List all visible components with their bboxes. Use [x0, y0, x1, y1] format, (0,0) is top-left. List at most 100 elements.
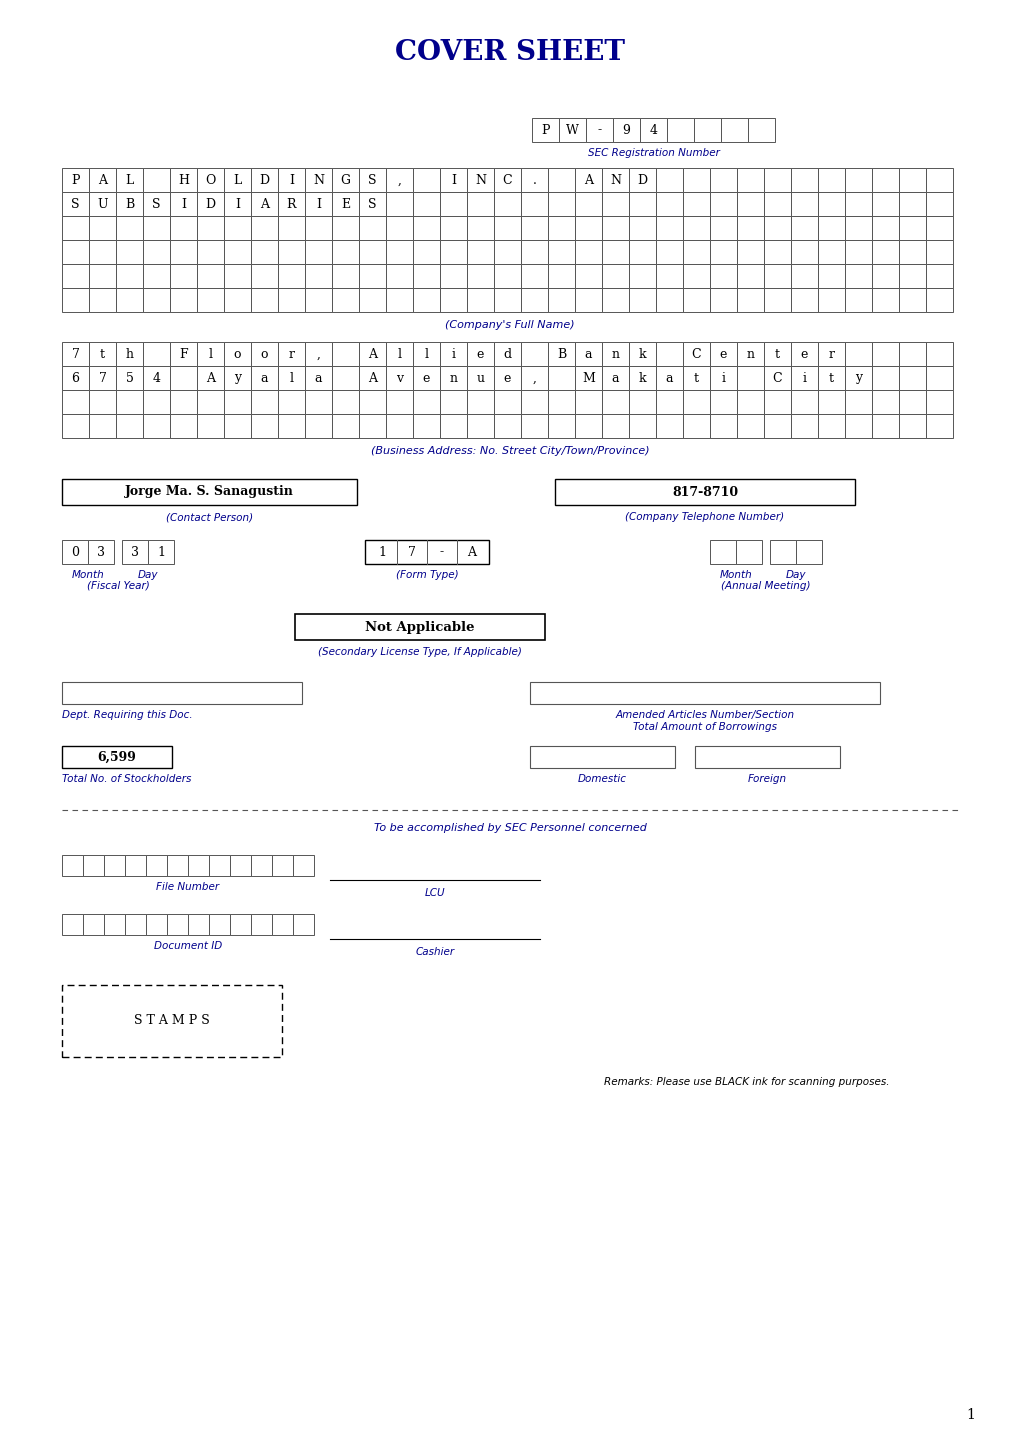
- Bar: [601, 389, 629, 414]
- Bar: [817, 192, 844, 216]
- Bar: [683, 216, 709, 239]
- Bar: [467, 216, 493, 239]
- Bar: [229, 855, 251, 875]
- Bar: [278, 216, 305, 239]
- Bar: [737, 288, 763, 311]
- Bar: [493, 288, 521, 311]
- Bar: [898, 288, 925, 311]
- Bar: [530, 682, 879, 704]
- Text: I: I: [180, 198, 185, 211]
- Text: l: l: [397, 348, 401, 360]
- Bar: [575, 216, 601, 239]
- Text: a: a: [315, 372, 322, 385]
- Bar: [224, 366, 251, 389]
- Bar: [170, 216, 197, 239]
- Bar: [89, 389, 116, 414]
- Bar: [547, 366, 575, 389]
- Text: Day: Day: [138, 570, 158, 580]
- Bar: [575, 342, 601, 366]
- Bar: [871, 342, 898, 366]
- Bar: [558, 118, 586, 141]
- Text: 7: 7: [99, 372, 106, 385]
- Bar: [790, 288, 817, 311]
- Bar: [62, 914, 83, 934]
- Bar: [521, 366, 547, 389]
- Bar: [925, 264, 952, 288]
- Bar: [305, 366, 331, 389]
- Text: I: I: [234, 198, 239, 211]
- Bar: [547, 192, 575, 216]
- Text: S T A M P S: S T A M P S: [133, 1015, 210, 1028]
- Text: Domestic: Domestic: [578, 774, 627, 784]
- Text: A: A: [260, 198, 269, 211]
- Bar: [763, 389, 790, 414]
- Text: ,: ,: [397, 173, 401, 186]
- Bar: [655, 264, 683, 288]
- Bar: [817, 288, 844, 311]
- Bar: [116, 288, 143, 311]
- Bar: [365, 539, 488, 564]
- Bar: [554, 479, 854, 505]
- Bar: [790, 169, 817, 192]
- Text: Not Applicable: Not Applicable: [365, 620, 474, 633]
- Bar: [547, 239, 575, 264]
- Bar: [224, 169, 251, 192]
- Bar: [547, 389, 575, 414]
- Bar: [170, 288, 197, 311]
- Bar: [737, 342, 763, 366]
- Bar: [694, 746, 840, 769]
- Bar: [62, 855, 83, 875]
- Bar: [305, 169, 331, 192]
- Bar: [292, 855, 314, 875]
- Bar: [439, 389, 467, 414]
- Bar: [331, 169, 359, 192]
- Bar: [170, 169, 197, 192]
- Bar: [359, 288, 385, 311]
- Bar: [737, 366, 763, 389]
- Bar: [790, 216, 817, 239]
- Bar: [170, 342, 197, 366]
- Text: n: n: [746, 348, 754, 360]
- Bar: [385, 288, 413, 311]
- Bar: [439, 414, 467, 438]
- Bar: [521, 192, 547, 216]
- Bar: [331, 192, 359, 216]
- Text: Remarks: Please use BLACK ink for scanning purposes.: Remarks: Please use BLACK ink for scanni…: [604, 1077, 890, 1087]
- Bar: [763, 239, 790, 264]
- Text: t: t: [774, 348, 780, 360]
- Bar: [89, 192, 116, 216]
- Text: (Company Telephone Number): (Company Telephone Number): [625, 512, 784, 522]
- Text: P: P: [71, 173, 79, 186]
- Text: i: i: [720, 372, 725, 385]
- Text: 7: 7: [71, 348, 79, 360]
- Bar: [251, 192, 278, 216]
- Bar: [521, 216, 547, 239]
- Text: (Company's Full Name): (Company's Full Name): [444, 320, 575, 330]
- Bar: [737, 169, 763, 192]
- Bar: [683, 264, 709, 288]
- Bar: [709, 169, 737, 192]
- Bar: [925, 342, 952, 366]
- Bar: [305, 342, 331, 366]
- Bar: [655, 288, 683, 311]
- Text: Total Amount of Borrowings: Total Amount of Borrowings: [633, 722, 776, 733]
- Bar: [251, 169, 278, 192]
- Bar: [763, 192, 790, 216]
- Bar: [143, 264, 170, 288]
- Bar: [439, 169, 467, 192]
- Bar: [116, 239, 143, 264]
- Bar: [925, 366, 952, 389]
- Text: (Fiscal Year): (Fiscal Year): [87, 581, 149, 591]
- Text: y: y: [854, 372, 861, 385]
- Bar: [197, 216, 224, 239]
- Text: a: a: [584, 348, 592, 360]
- Bar: [575, 192, 601, 216]
- Bar: [521, 239, 547, 264]
- Bar: [844, 192, 871, 216]
- Text: e: e: [503, 372, 511, 385]
- Text: 5: 5: [125, 372, 133, 385]
- Bar: [143, 366, 170, 389]
- Bar: [575, 366, 601, 389]
- Bar: [467, 239, 493, 264]
- Bar: [925, 192, 952, 216]
